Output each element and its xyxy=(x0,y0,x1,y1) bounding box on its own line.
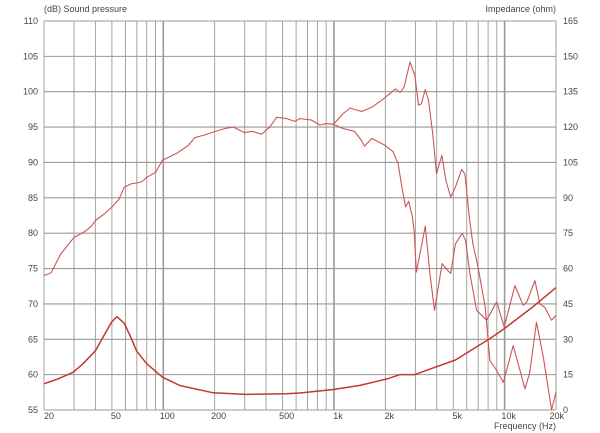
left-tick-label: 110 xyxy=(24,16,38,26)
sound-pressure-curve-2 xyxy=(333,123,557,328)
impedance-curve xyxy=(43,287,557,396)
x-tick-label: 500 xyxy=(279,411,294,421)
left-tick-label: 85 xyxy=(28,193,38,203)
right-tick-label: 105 xyxy=(563,157,578,167)
left-tick-label: 105 xyxy=(23,51,38,61)
x-axis-title: Frequency (Hz) xyxy=(494,421,556,431)
left-tick-label: 80 xyxy=(28,228,38,238)
x-tick-label: 100 xyxy=(160,411,175,421)
right-tick-label: 0 xyxy=(563,405,568,415)
x-tick-label: 200 xyxy=(211,411,226,421)
tick-labels: 55 60 65 70 75 80 85 90 95 100 105 110 0 15 30 45 60 75 90… xyxy=(23,16,578,421)
left-tick-label: 60 xyxy=(28,370,38,380)
left-tick-label: 75 xyxy=(28,264,38,274)
right-tick-label: 120 xyxy=(563,122,578,132)
grid xyxy=(43,20,557,411)
left-tick-label: 55 xyxy=(28,405,38,415)
x-tick-label: 50 xyxy=(111,411,121,421)
curves xyxy=(43,61,557,411)
left-tick-label: 70 xyxy=(28,299,38,309)
x-tick-label: 1k xyxy=(333,411,343,421)
left-tick-label: 65 xyxy=(28,334,38,344)
right-tick-label: 60 xyxy=(563,264,573,274)
right-tick-label: 90 xyxy=(563,193,573,203)
right-axis-title: Impedance (ohm) xyxy=(485,4,556,14)
x-tick-label: 2k xyxy=(385,411,395,421)
right-tick-label: 15 xyxy=(563,370,573,380)
left-tick-label: 100 xyxy=(23,87,38,97)
right-tick-label: 150 xyxy=(563,51,578,61)
right-tick-label: 135 xyxy=(563,87,578,97)
right-tick-label: 165 xyxy=(563,16,578,26)
x-tick-label: 5k xyxy=(452,411,462,421)
x-tick-label: 10k xyxy=(501,411,516,421)
left-tick-label: 95 xyxy=(28,122,38,132)
x-tick-label: 20 xyxy=(44,411,54,421)
x-tick-label: 20k xyxy=(549,411,564,421)
right-tick-label: 75 xyxy=(563,228,573,238)
right-tick-label: 45 xyxy=(563,299,573,309)
left-tick-label: 90 xyxy=(28,157,38,167)
right-tick-label: 30 xyxy=(563,334,573,344)
sound-pressure-curve-1 xyxy=(43,61,557,411)
left-axis-title: (dB) Sound pressure xyxy=(44,4,127,14)
